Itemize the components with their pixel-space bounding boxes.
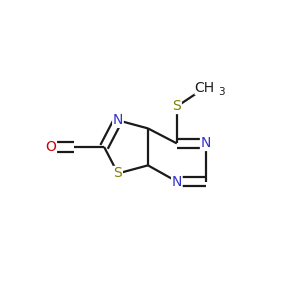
Text: N: N <box>113 113 123 127</box>
Text: S: S <box>114 167 122 180</box>
Text: N: N <box>200 136 211 150</box>
Text: O: O <box>46 140 56 154</box>
Text: 3: 3 <box>218 87 225 97</box>
Text: N: N <box>172 175 182 188</box>
Text: CH: CH <box>194 81 214 95</box>
Text: S: S <box>172 100 181 113</box>
